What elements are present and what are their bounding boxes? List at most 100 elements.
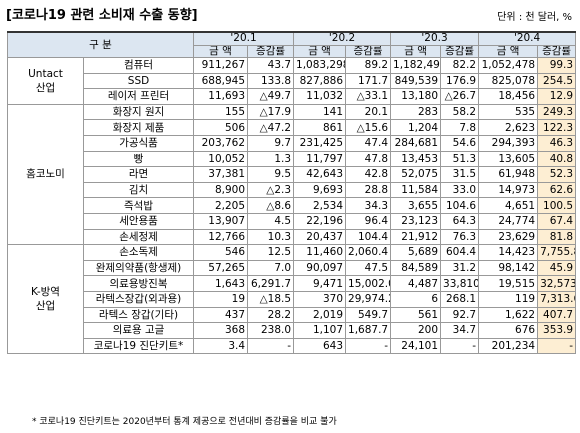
value-cell: 1.3: [247, 150, 295, 168]
value-cell: 28.2: [247, 306, 295, 324]
item-cell: 코로나19 진단키트*: [82, 337, 195, 355]
value-cell: 506: [193, 119, 249, 136]
value-cell: 47.4: [345, 134, 392, 152]
value-cell: 133.8: [247, 72, 295, 90]
group-label-line: Untact: [28, 67, 63, 80]
value-cell: 249.3: [537, 103, 577, 121]
value-cell: 51.3: [440, 150, 480, 168]
group-label-line: 산업: [35, 300, 56, 313]
value-cell: 1,052,478: [478, 57, 539, 74]
value-cell: 2,623: [478, 119, 539, 136]
value-cell: -: [247, 337, 295, 355]
value-cell: 11,584: [390, 181, 442, 199]
value-cell: 11,460: [293, 244, 347, 261]
data-row: SSD 688,945 133.8 827,886 171.7 849,539 176.9 8…: [8, 72, 577, 90]
title: [코로나19 관련 소비재 수출 동향]: [6, 8, 198, 23]
value-cell: 368: [193, 322, 249, 339]
value-cell: 81.8: [537, 228, 577, 246]
value-cell: 9.5: [247, 166, 295, 183]
value-cell: 29,974.2: [345, 290, 392, 308]
value-cell: 90,097: [293, 259, 347, 277]
data-row: 홈코노미 화장지 원지 155 △17.9 141 20.1 283 58.2 535 249.3: [7, 103, 577, 246]
value-cell: 47.8: [345, 150, 392, 168]
value-cell: 13,605: [478, 150, 539, 168]
value-cell: 13,453: [390, 150, 442, 168]
value-cell: 283: [390, 103, 442, 121]
value-cell: 546: [193, 244, 249, 261]
value-cell: 7,313.6: [537, 290, 577, 308]
value-cell: 23,629: [478, 228, 539, 246]
header-cell: 증감률: [345, 44, 392, 58]
value-cell: 20,437: [293, 228, 347, 246]
value-cell: 21,912: [390, 228, 442, 246]
header: [코로나19 관련 소비재 수출 동향] 단위 : 천 달러, %: [0, 0, 580, 30]
value-cell: 231,425: [293, 134, 347, 152]
value-cell: 89.2: [345, 57, 392, 74]
value-cell: 238.0: [247, 322, 295, 339]
value-cell: 98,142: [478, 259, 539, 277]
value-cell: 353.9: [537, 322, 577, 339]
value-cell: 171.7: [345, 72, 392, 90]
value-cell: 549.7: [345, 306, 392, 324]
value-cell: 52,075: [390, 166, 442, 183]
value-cell: 155: [193, 103, 249, 121]
value-cell: 1,204: [390, 119, 442, 136]
data-row: K-방역 산업 손소독제 546 12.5 11,460 2,060.4 5,689 604.4…: [7, 244, 577, 355]
value-cell: 3.4: [193, 337, 249, 355]
value-cell: 40.8: [537, 150, 577, 168]
value-cell: 1,622: [478, 306, 539, 324]
value-cell: 2,205: [193, 197, 249, 214]
value-cell: 203,762: [193, 134, 249, 152]
value-cell: 12.5: [247, 244, 295, 261]
value-cell: 100.5: [537, 197, 577, 214]
value-cell: △47.2: [247, 119, 295, 136]
data-row: 의료용 고글 368 238.0 1,107 1,687.7 200 34.7 676 353.…: [8, 322, 577, 339]
value-cell: 58.2: [440, 103, 480, 121]
item-cell: 김치: [82, 181, 195, 199]
header-cell: '20.2: [293, 31, 392, 46]
item-cell: 라면: [82, 166, 195, 183]
item-cell: 손세정제: [82, 228, 195, 246]
value-cell: 34.7: [440, 322, 480, 339]
value-cell: 861: [293, 119, 347, 136]
value-cell: 268.1: [440, 290, 480, 308]
value-cell: 825,078: [478, 72, 539, 90]
value-cell: 47.5: [345, 259, 392, 277]
value-cell: 4.5: [247, 212, 295, 230]
value-cell: 9,471: [293, 275, 347, 292]
value-cell: 67.4: [537, 212, 577, 230]
value-cell: △26.7: [440, 88, 480, 105]
value-cell: 7.0: [247, 259, 295, 277]
value-cell: 561: [390, 306, 442, 324]
group-label: K-방역 산업: [7, 244, 84, 355]
value-cell: 1,107: [293, 322, 347, 339]
value-cell: 4,651: [478, 197, 539, 214]
item-cell: 가공식품: [82, 134, 195, 152]
value-cell: 254.5: [537, 72, 577, 90]
value-cell: 9,693: [293, 181, 347, 199]
value-cell: 23,123: [390, 212, 442, 230]
data-row: 의료용방진복 1,643 6,291.7 9,471 15,002.0 4,487 33,8…: [8, 275, 577, 292]
value-cell: △8.6: [247, 197, 295, 214]
data-row: 빵 10,052 1.3 11,797 47.8 13,453 51.3 13,605 40.8: [8, 150, 577, 168]
value-cell: 5,689: [390, 244, 442, 261]
value-cell: 2,534: [293, 197, 347, 214]
value-cell: 99.3: [537, 57, 577, 74]
header-cell: 금 액: [390, 44, 442, 58]
value-cell: 92.7: [440, 306, 480, 324]
value-cell: 141: [293, 103, 347, 121]
data-row: 라면 37,381 9.5 42,643 42.8 52,075 31.5 61,948 52.…: [8, 166, 577, 183]
item-cell: 라텍스장갑(외과용): [82, 290, 195, 308]
value-cell: 42,643: [293, 166, 347, 183]
value-cell: 407.7: [537, 306, 577, 324]
data-row: 김치 8,900 △2.3 9,693 28.8 11,584 33.0 14,973 62.6: [8, 181, 577, 199]
value-cell: 122.3: [537, 119, 577, 136]
value-cell: 294,393: [478, 134, 539, 152]
value-cell: △17.9: [247, 103, 295, 121]
value-cell: 82.2: [440, 57, 480, 74]
value-cell: 604.4: [440, 244, 480, 261]
data-row: 레이저 프린터 11,693 △49.7 11,032 △33.1 13,180 △26.7…: [8, 88, 577, 105]
header-cell: 증감률: [440, 44, 480, 58]
item-cell: 라텍스 장갑(기타): [82, 306, 195, 324]
value-cell: 849,539: [390, 72, 442, 90]
